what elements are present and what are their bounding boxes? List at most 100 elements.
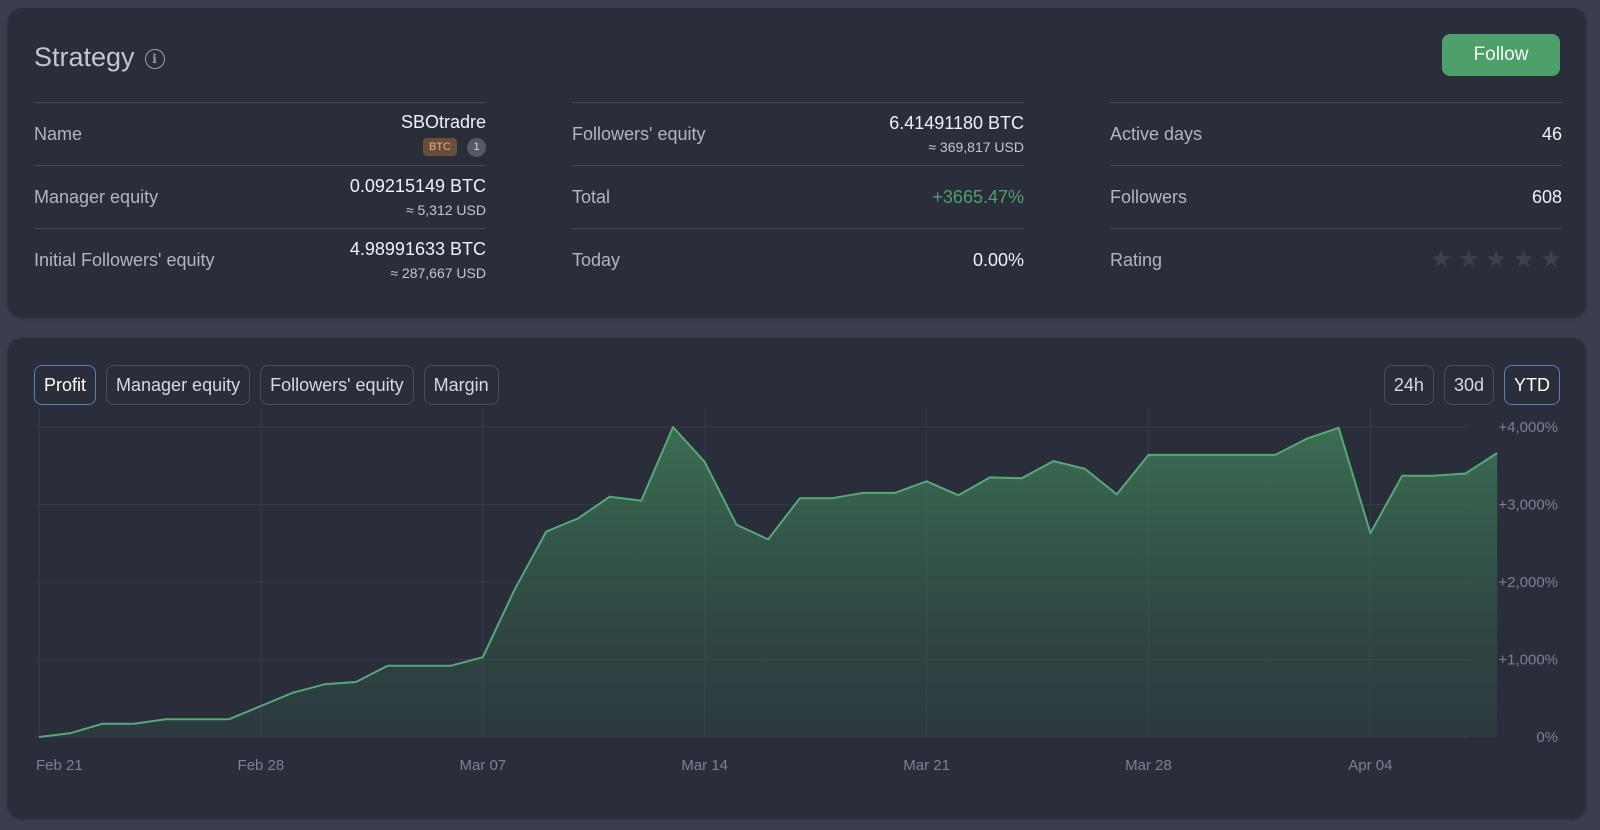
- total-value: +3665.47%: [932, 186, 1024, 207]
- data-point[interactable]: [1304, 436, 1310, 442]
- active-days-label: Active days: [1110, 123, 1203, 144]
- rating-label: Rating: [1110, 249, 1163, 270]
- manager-equity-label: Manager equity: [34, 186, 159, 207]
- y-tick-label: +3,000%: [1498, 497, 1558, 514]
- equity-column: Followers' equity 6.41491180 BTC ≈ 369,8…: [572, 102, 1024, 291]
- data-point[interactable]: [163, 716, 169, 722]
- data-point[interactable]: [797, 495, 803, 501]
- strategy-card: Strategy i Follow Name SBOtradre BTC 1 M…: [8, 8, 1586, 317]
- initial-followers-equity-btc: 4.98991633 BTC: [349, 239, 486, 259]
- tab-manager-equity[interactable]: Manager equity: [106, 365, 251, 405]
- today-value: 0.00%: [972, 249, 1024, 270]
- y-tick-label: 0%: [1536, 729, 1558, 746]
- x-tick-label: Mar 14: [681, 757, 728, 774]
- stats-column: Active days 46 Followers 608 Rating ★ ★ ★ ★…: [1110, 102, 1562, 291]
- title-row: Strategy i: [34, 42, 165, 73]
- data-point[interactable]: [480, 654, 486, 660]
- strategy-name[interactable]: SBOtradre: [400, 111, 486, 132]
- data-point[interactable]: [987, 474, 993, 480]
- star-icon: ★: [1485, 246, 1507, 273]
- data-point[interactable]: [733, 522, 739, 528]
- page-title: Strategy: [34, 42, 135, 72]
- data-point[interactable]: [1019, 475, 1025, 481]
- today-row: Today 0.00%: [572, 228, 1024, 291]
- data-point[interactable]: [638, 498, 644, 504]
- chart-card: Profit Manager equity Followers' equity Mar…: [8, 338, 1586, 818]
- initial-followers-equity-row: Initial Followers' equity 4.98991633 BTC…: [34, 228, 486, 291]
- followers-row: Followers 608: [1110, 165, 1562, 228]
- data-point[interactable]: [1209, 452, 1215, 458]
- rating-stars: ★ ★ ★ ★ ★: [1430, 248, 1562, 272]
- y-tick-label: +4,000%: [1498, 419, 1558, 436]
- x-tick-label: Mar 28: [1125, 757, 1172, 774]
- data-point[interactable]: [512, 587, 518, 593]
- data-point[interactable]: [68, 730, 74, 736]
- data-point[interactable]: [226, 716, 232, 722]
- range-30d[interactable]: 30d: [1443, 365, 1494, 405]
- active-days-value: 46: [1541, 123, 1562, 144]
- followers-equity-label: Followers' equity: [572, 123, 706, 144]
- tab-profit[interactable]: Profit: [34, 365, 97, 405]
- data-point[interactable]: [765, 536, 771, 542]
- followers-label: Followers: [1110, 186, 1188, 207]
- data-point[interactable]: [1114, 491, 1120, 497]
- rating-row: Rating ★ ★ ★ ★ ★: [1110, 228, 1562, 291]
- manager-equity-row: Manager equity 0.09215149 BTC ≈ 5,312 US…: [34, 165, 486, 228]
- star-icon: ★: [1512, 246, 1535, 273]
- data-point[interactable]: [99, 721, 105, 727]
- count-badge: 1: [467, 137, 486, 157]
- active-days-row: Active days 46: [1110, 102, 1562, 165]
- data-point[interactable]: [195, 716, 201, 722]
- data-point[interactable]: [1336, 425, 1342, 431]
- manager-equity-btc: 0.09215149 BTC: [349, 176, 486, 196]
- data-point[interactable]: [1494, 450, 1500, 456]
- data-point[interactable]: [1272, 452, 1278, 458]
- data-point[interactable]: [860, 490, 866, 496]
- data-point[interactable]: [131, 721, 137, 727]
- data-point[interactable]: [1050, 458, 1056, 464]
- followers-value: 608: [1531, 186, 1562, 207]
- data-point[interactable]: [36, 734, 42, 740]
- followers-equity-usd: ≈ 369,817 USD: [928, 139, 1024, 155]
- data-point[interactable]: [670, 424, 676, 430]
- range-selector: 24h 30d YTD: [1383, 365, 1560, 405]
- profit-line: [38, 426, 1498, 738]
- data-point[interactable]: [290, 690, 296, 696]
- info-icon[interactable]: i: [144, 49, 165, 69]
- follow-button[interactable]: Follow: [1442, 34, 1560, 76]
- data-point[interactable]: [321, 681, 327, 687]
- y-tick-label: +2,000%: [1498, 574, 1558, 591]
- data-point[interactable]: [1399, 473, 1405, 479]
- followers-equity-row: Followers' equity 6.41491180 BTC ≈ 369,8…: [572, 102, 1024, 165]
- data-point[interactable]: [1146, 452, 1152, 458]
- data-point[interactable]: [892, 490, 898, 496]
- data-point[interactable]: [955, 492, 961, 498]
- data-point[interactable]: [448, 663, 454, 669]
- data-point[interactable]: [353, 679, 359, 685]
- data-point[interactable]: [543, 529, 549, 535]
- data-point[interactable]: [416, 663, 422, 669]
- tab-followers-equity[interactable]: Followers' equity: [260, 365, 414, 405]
- data-point[interactable]: [924, 478, 930, 484]
- data-point[interactable]: [1082, 466, 1088, 472]
- data-point[interactable]: [829, 495, 835, 501]
- data-point[interactable]: [1431, 473, 1437, 479]
- data-point[interactable]: [1463, 471, 1469, 477]
- data-point[interactable]: [258, 703, 264, 709]
- tab-margin[interactable]: Margin: [423, 365, 499, 405]
- data-point[interactable]: [1177, 452, 1183, 458]
- profit-chart: 0% +1,000% +2,000% +3,000% +4,000% Feb 21 Feb …: [34, 408, 1558, 774]
- data-point[interactable]: [702, 459, 708, 465]
- name-label: Name: [34, 123, 83, 144]
- data-point[interactable]: [385, 663, 391, 669]
- range-ytd[interactable]: YTD: [1504, 365, 1560, 405]
- initial-followers-equity-usd: ≈ 287,667 USD: [390, 265, 486, 281]
- data-point[interactable]: [607, 494, 613, 500]
- data-point[interactable]: [575, 515, 581, 521]
- profit-area: [39, 427, 1498, 737]
- range-24h[interactable]: 24h: [1383, 365, 1434, 405]
- data-point[interactable]: [1367, 530, 1373, 536]
- data-point[interactable]: [1241, 452, 1247, 458]
- star-icon: ★: [1540, 246, 1562, 273]
- strategy-info-column: Name SBOtradre BTC 1 Manager equity 0.09…: [34, 102, 486, 291]
